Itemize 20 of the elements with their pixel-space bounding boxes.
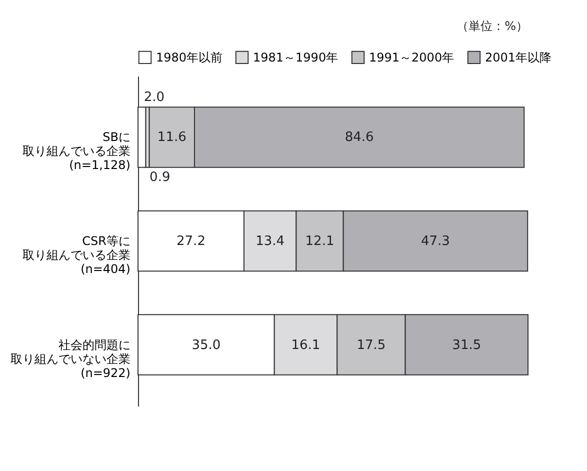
y-tick-label: 社会的問題に取り組んでいない企業(n=922): [10, 338, 130, 380]
y-tick-label: CSR等に取り組んでいる企業(n=404): [22, 234, 130, 276]
legend-label: 1980年以前: [156, 50, 223, 64]
y-tick-label: SBに取り組んでいる企業(n=1,128): [22, 130, 130, 172]
legend-label: 2001年以降: [485, 50, 552, 64]
data-label: 84.6: [344, 130, 374, 146]
data-label: 11.6: [157, 130, 186, 146]
data-label: 13.4: [256, 234, 285, 249]
data-label: 0.9: [150, 170, 170, 186]
data-label: 12.1: [305, 234, 334, 249]
data-label: 47.3: [420, 234, 450, 249]
data-label: 2.0: [144, 90, 165, 106]
text: （単位：%）: [456, 19, 528, 33]
data-label: 27.2: [176, 234, 206, 249]
legend-label: 1981～1990年: [253, 50, 338, 64]
legend-label: 1991～2000年: [369, 50, 454, 64]
data-label: 35.0: [192, 338, 221, 353]
data-label: 17.5: [356, 338, 386, 353]
data-label: 16.1: [291, 338, 320, 353]
data-label: 31.5: [452, 338, 482, 353]
